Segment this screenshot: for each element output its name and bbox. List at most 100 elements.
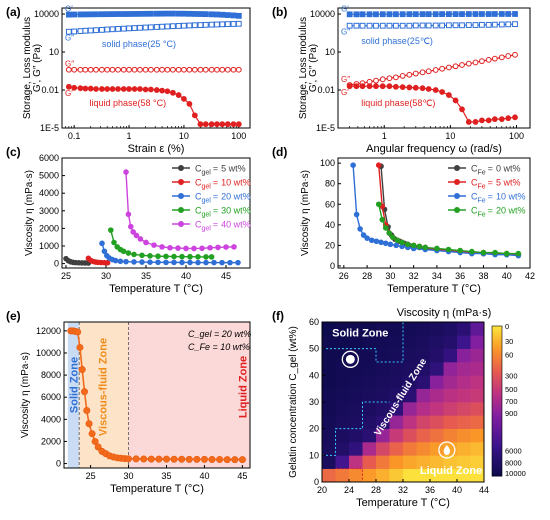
data-point (346, 11, 353, 18)
data-point (386, 83, 393, 90)
heatmap-cell (403, 402, 417, 416)
data-point (207, 244, 213, 251)
y-tick-label: 0.01 (317, 85, 335, 95)
data-point (445, 92, 452, 98)
colorbar-step (492, 411, 502, 414)
data-point (142, 24, 149, 31)
data-point (485, 56, 492, 63)
legend-eq: = (213, 206, 218, 216)
data-point (181, 10, 187, 17)
data-point (359, 11, 366, 18)
data-point (359, 83, 366, 90)
chart-1: (b) 1 10 100 1E-5 0.01 10 10000 Angular frequenc… (272, 4, 531, 155)
heatmap-cell (470, 428, 485, 443)
data-point (350, 162, 356, 168)
heatmap-cell (457, 468, 471, 483)
x-tick-label: 40 (199, 471, 209, 481)
heatmap-cell (416, 322, 431, 336)
colorbar-label: 500 (505, 385, 518, 394)
heatmap-cell (416, 455, 431, 469)
data-point (393, 242, 399, 249)
colorbar-step (492, 433, 502, 437)
colorbar-step (492, 448, 502, 452)
heatmap-cell (416, 375, 431, 389)
plot-frame (337, 157, 531, 269)
x-tick-label: 28 (371, 485, 381, 495)
heatmap-cell (457, 415, 471, 429)
data-point (178, 455, 186, 463)
data-point (235, 12, 242, 19)
colorbar-step (492, 413, 502, 417)
data-point (186, 10, 193, 17)
data-point (485, 11, 492, 17)
data-point (131, 86, 138, 92)
data-point (88, 430, 96, 438)
heatmap-cell (457, 428, 471, 443)
heatmap-cell (403, 388, 417, 403)
data-point (386, 22, 393, 29)
data-point (219, 21, 226, 28)
data-point (171, 253, 177, 260)
y-axis-label-2: G′, G″ (Pa) (32, 44, 43, 92)
data-point (373, 11, 379, 18)
annotation: solid phase(25 °C) (102, 39, 176, 49)
x-tick-label: 100 (231, 131, 246, 141)
data-point (170, 66, 176, 73)
data-point (392, 83, 399, 90)
data-point (432, 22, 439, 29)
heatmap-cell (389, 455, 404, 469)
colorbar-step (492, 368, 502, 372)
data-point (108, 227, 114, 233)
legend-symbol: C (195, 220, 202, 230)
solid-phase-icon (341, 350, 360, 368)
data-point (94, 443, 102, 451)
legend-eq: = (488, 206, 493, 216)
legend-value: 10 wt% (221, 178, 251, 188)
data-point (399, 73, 406, 79)
x-tick-label: 20 (317, 485, 327, 495)
heatmap-cell (362, 388, 377, 403)
data-point (219, 121, 226, 128)
data-point (115, 86, 121, 92)
heatmap-cell (457, 348, 471, 363)
heatmap-cell (443, 388, 458, 403)
y-tick-label: 4000 (41, 414, 61, 424)
data-point (491, 11, 498, 17)
data-point (505, 21, 512, 28)
data-point (202, 21, 209, 28)
data-point (387, 241, 394, 248)
colorbar-label: 8000 (505, 459, 522, 468)
colorbar-step (492, 356, 502, 359)
data-point (479, 58, 485, 65)
x-tick-label: 1 (382, 131, 387, 141)
y-tick-label: 10 (49, 47, 59, 57)
data-point (216, 455, 224, 463)
data-point (131, 11, 138, 17)
data-point (153, 10, 160, 17)
x-tick-label: 10 (445, 131, 455, 141)
data-point (224, 21, 231, 28)
data-point (235, 259, 241, 266)
y-tick-label: 6000 (41, 392, 61, 402)
data-point (140, 455, 148, 463)
colorbar-step (492, 338, 502, 342)
zone-label-solid: Solid Zone (332, 328, 388, 340)
data-point (452, 22, 459, 29)
data-point (195, 254, 201, 260)
legend-label: CFe = 10 wt% (471, 192, 525, 205)
heatmap-cell (430, 388, 444, 403)
data-point (515, 250, 522, 257)
y-axis-label-2: G′, G″ (Pa) (308, 44, 319, 92)
data-point (83, 406, 91, 414)
data-point (399, 11, 406, 18)
data-point (125, 455, 133, 463)
data-point (357, 226, 363, 232)
data-point (353, 22, 360, 29)
data-point (459, 11, 465, 17)
data-point (412, 70, 419, 77)
zone-label: Solid Zone (68, 357, 80, 413)
heatmap-cell (443, 322, 458, 336)
heatmap-cell (430, 428, 444, 443)
y-axis-label: Storage, Loss modulus (22, 17, 33, 119)
data-point (187, 259, 193, 266)
